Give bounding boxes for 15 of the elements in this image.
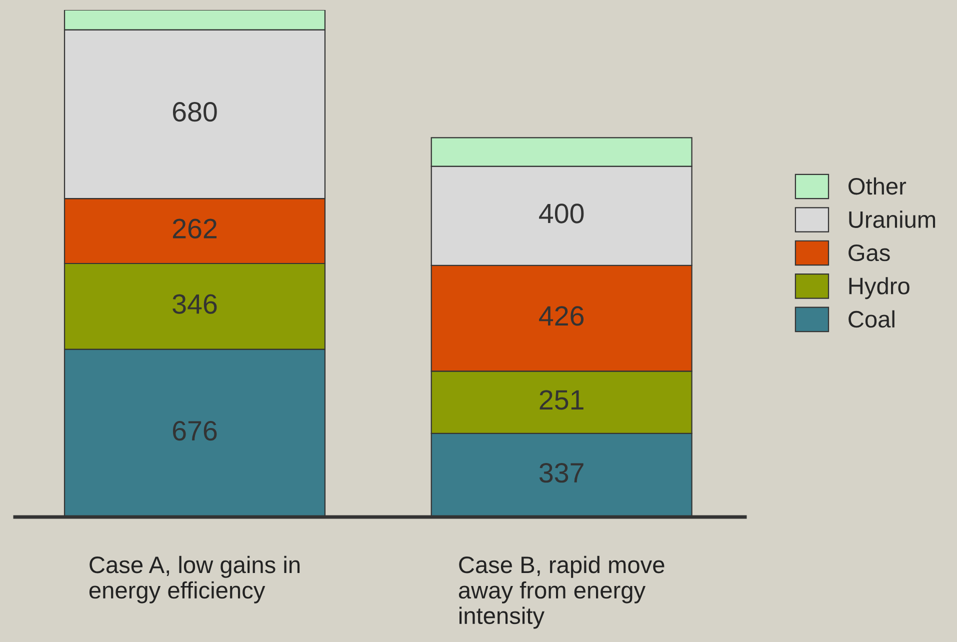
data-label: 676 — [172, 420, 217, 441]
data-label: 426 — [539, 306, 584, 326]
legend-label: Coal — [848, 310, 894, 328]
legend-label: Other — [848, 177, 906, 195]
data-label: 251 — [540, 390, 584, 410]
data-label: 262 — [172, 218, 217, 238]
data-label: 400 — [539, 204, 584, 224]
data-label: 337 — [539, 462, 584, 483]
data-label: 346 — [172, 294, 217, 314]
x-tick-label: Case B, rapid move away from energy intensity — [458, 556, 664, 629]
legend-label: Gas — [848, 244, 890, 262]
x-tick-label: Case A, low gains in energy efficiency — [89, 556, 300, 604]
legend-label: Hydro — [849, 277, 910, 300]
legend-label: Uranium — [849, 210, 936, 228]
data-label: 680 — [172, 102, 217, 122]
